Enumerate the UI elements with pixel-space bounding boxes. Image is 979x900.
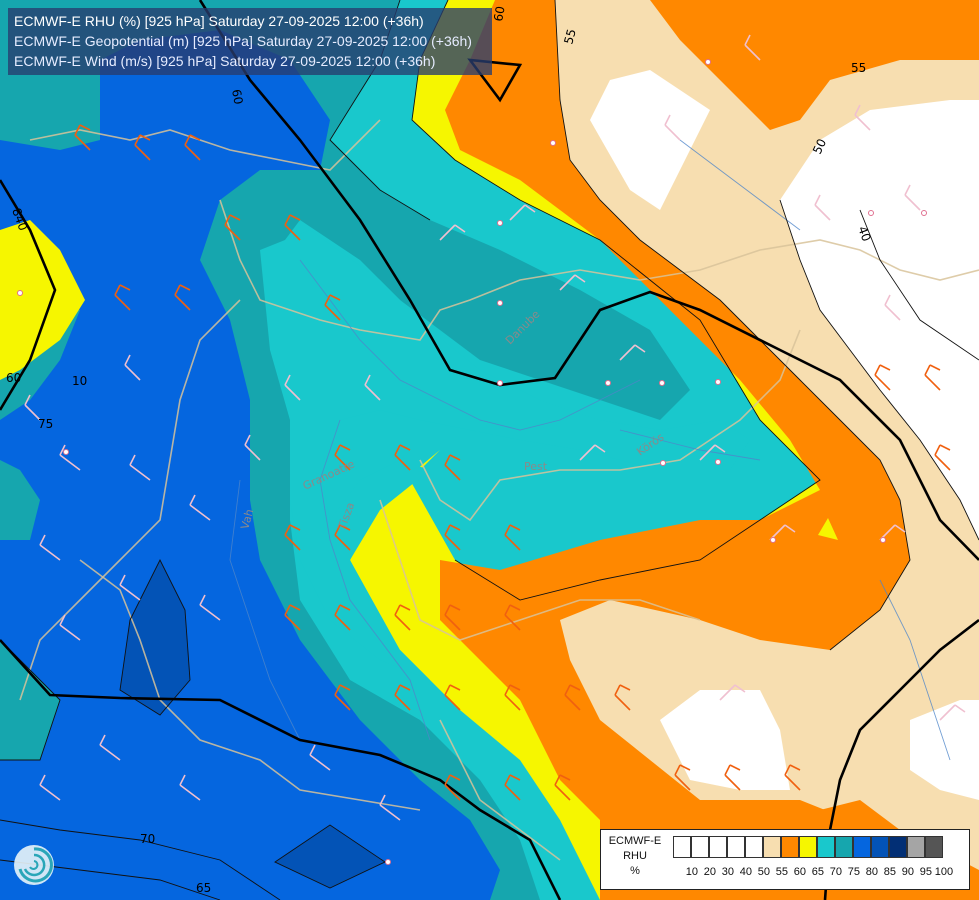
color-legend: ECMWF-E RHU % 10 20 30 40 50 55 60 65 70 75 80 85 90…: [600, 829, 970, 890]
legend-swatch: [691, 836, 709, 858]
legend-swatch: [853, 836, 871, 858]
legend-swatch: [745, 836, 763, 858]
rhu-zone-80-85-b: [275, 825, 385, 888]
legend-swatch: [889, 836, 907, 858]
country-borders: [19, 119, 979, 861]
contour-label: 10: [72, 374, 87, 388]
contour-label: 55: [561, 27, 578, 45]
station-markers: [17, 59, 927, 865]
legend-swatch: [835, 836, 853, 858]
legend-tick-label: 50: [757, 866, 771, 878]
legend-tick-label: 20: [703, 866, 717, 878]
contour-label-group: 60 55 55 50 40 840 60 10 75 70 65 60: [6, 5, 874, 895]
contour-label: 75: [38, 417, 53, 431]
rhu-zone-80-85-a: [120, 560, 190, 715]
map-title-box: ECMWF-E RHU (%) [925 hPa] Saturday 27-09…: [8, 8, 492, 75]
title-rhu: ECMWF-E RHU (%) [925 hPa] Saturday 27-09…: [14, 13, 424, 29]
rhu-zone-55-60-top: [665, 0, 979, 110]
legend-swatch: [925, 836, 943, 858]
contour-label: 50: [810, 137, 829, 157]
legend-tick-label: 55: [775, 866, 789, 878]
legend-tick-label: 65: [811, 866, 825, 878]
rhu-zone-65-70-inner: [260, 230, 750, 680]
legend-swatch: [817, 836, 835, 858]
legend-swatch: [727, 836, 745, 858]
legend-tick-label: 100: [934, 866, 954, 878]
legend-tick-label: 10: [685, 866, 699, 878]
contour-label: 60: [491, 5, 507, 22]
legend-tick-label: 30: [721, 866, 735, 878]
legend-tick-label: 40: [739, 866, 753, 878]
rhu-zone-60-65-left: [0, 220, 85, 380]
wind-barbs: [24, 34, 966, 821]
rhu-zone-below-50-b: [780, 100, 979, 540]
legend-title-line: %: [630, 865, 640, 877]
contour-label: 55: [851, 61, 866, 75]
legend-swatch: [673, 836, 691, 858]
legend-tick-label: 70: [829, 866, 843, 878]
legend-tick-label: 75: [847, 866, 861, 878]
title-wind: ECMWF-E Wind (m/s) [925 hPa] Saturday 27…: [14, 53, 436, 69]
contour-label: 65: [196, 881, 211, 895]
place-label-vah: Vah: [238, 508, 256, 531]
legend-title-line: RHU: [623, 850, 647, 862]
legend-swatch: [781, 836, 799, 858]
legend-tick-label: 60: [793, 866, 807, 878]
contour-label: 60: [6, 371, 21, 385]
rhu-zone-below-50-d: [910, 700, 979, 800]
contour-label: 70: [140, 832, 155, 846]
legend-ticks: 10 20 30 40 50 55 60 65 70 75 80 85 90 95 100: [673, 866, 973, 882]
rhu-zone-below-50-c: [660, 690, 790, 790]
legend-tick-label: 85: [883, 866, 897, 878]
legend-tick-label: 95: [919, 866, 933, 878]
legend-title-line: ECMWF-E: [608, 835, 662, 847]
ecmwf-logo-icon: [14, 845, 54, 885]
legend-swatch: [871, 836, 889, 858]
legend-swatch: [907, 836, 925, 858]
rhu-zone-60-65-pocket: [818, 518, 838, 540]
legend-swatch: [763, 836, 781, 858]
legend-swatches: [673, 836, 943, 858]
rivers: [229, 139, 951, 761]
legend-title: ECMWF-E RHU %: [601, 834, 669, 879]
contour-label: 40: [855, 224, 873, 243]
legend-tick-label: 80: [865, 866, 879, 878]
contour-label: 60: [229, 88, 245, 105]
legend-tick-label: 90: [901, 866, 915, 878]
legend-swatch: [709, 836, 727, 858]
place-label-pest: Pest: [524, 460, 548, 473]
legend-swatch: [799, 836, 817, 858]
title-geopotential: ECMWF-E Geopotential (m) [925 hPa] Satur…: [14, 33, 472, 49]
rhu-zone-below-50-a: [590, 70, 710, 210]
